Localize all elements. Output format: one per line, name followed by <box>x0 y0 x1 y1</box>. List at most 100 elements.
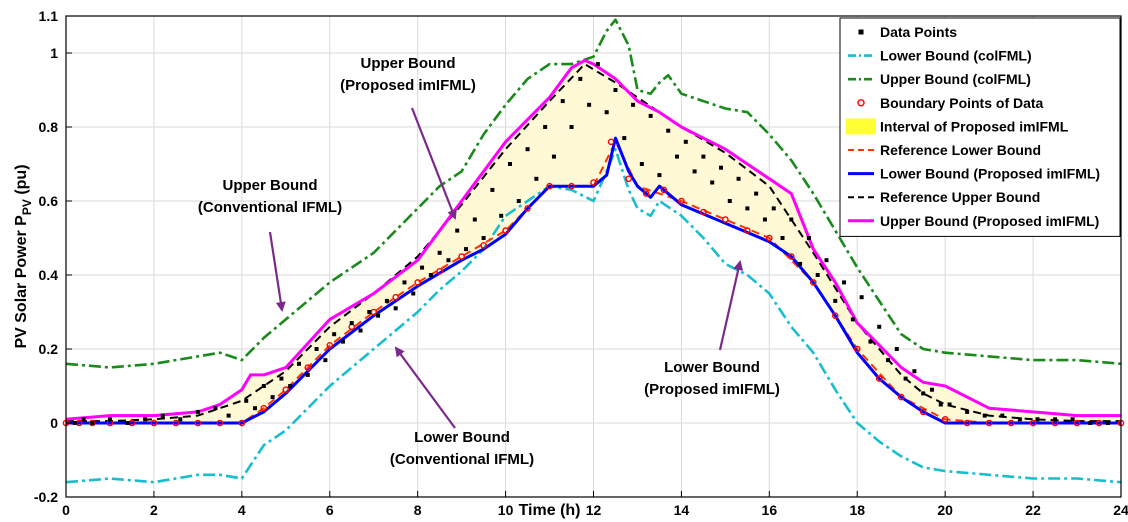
boundary-point <box>985 419 993 427</box>
boundary-point <box>853 345 861 353</box>
boundary-point <box>194 419 202 427</box>
boundary-point <box>625 175 632 183</box>
x-tick-label: 22 <box>1025 502 1041 518</box>
x-ticks: 0 2 4 6 8 10 12 14 16 18 20 22 24 <box>62 491 1128 518</box>
x-tick-label: 18 <box>849 502 865 518</box>
data-point <box>525 147 530 152</box>
data-point <box>464 247 469 252</box>
boundary-point <box>546 182 553 190</box>
data-point <box>1053 417 1058 422</box>
data-point <box>850 317 855 322</box>
boundary-point <box>700 208 707 216</box>
legend-swatch-boundary <box>857 99 865 107</box>
boundary-point <box>260 404 268 412</box>
legend-label-upper_prop: Upper Bound (Proposed imIFML) <box>880 213 1099 229</box>
data-point <box>428 273 433 277</box>
data-point <box>569 125 574 129</box>
data-point <box>982 413 987 418</box>
data-point <box>798 261 803 266</box>
data-point <box>499 213 504 218</box>
y-tick-label: 0 <box>50 415 58 431</box>
annotation-text: Upper Bound <box>361 55 456 72</box>
data-point <box>1070 417 1075 422</box>
interval-fill <box>66 60 1121 424</box>
legend-label-boundary: Boundary Points of Data <box>880 95 1044 111</box>
data-point <box>314 347 319 351</box>
boundary-point <box>809 279 817 286</box>
annotation-text: (Conventional IFML) <box>390 451 534 468</box>
data-point <box>411 291 416 296</box>
legend-label-lower_col: Lower Bound (colFML) <box>880 48 1032 64</box>
series-line-upper_col <box>65 18 1122 369</box>
data-point <box>710 180 715 185</box>
boundary-point <box>304 364 312 371</box>
legend-label-ref_lower: Reference Lower Bound <box>880 142 1041 158</box>
boundary-point <box>766 234 773 242</box>
data-point <box>877 324 882 329</box>
data-point <box>754 191 759 196</box>
data-point <box>244 398 249 403</box>
data-point <box>683 139 688 144</box>
data-point <box>90 421 95 425</box>
data-point <box>543 125 548 129</box>
data-point <box>578 76 583 81</box>
data-point <box>472 217 477 222</box>
boundary-point <box>392 293 399 301</box>
x-axis-label: Time (h) <box>519 502 581 519</box>
boundary-point <box>831 312 839 320</box>
data-point <box>358 328 363 333</box>
data-point <box>666 128 671 133</box>
annotation-text: Lower Bound <box>664 359 760 376</box>
data-point <box>376 313 381 318</box>
legend: Data Points Lower Bound (colFML) Upper Bou… <box>839 17 1121 237</box>
y-tick-label: 1 <box>50 45 58 61</box>
data-point <box>868 339 873 344</box>
boundary-point <box>919 408 927 416</box>
boundary-point <box>480 242 487 249</box>
data-point <box>639 162 644 166</box>
data-point <box>332 332 337 337</box>
data-point <box>1035 417 1040 422</box>
data-point <box>938 402 943 407</box>
annotation-text: Upper Bound <box>223 177 318 194</box>
boundary-point <box>150 419 158 427</box>
series-line-ref_upper <box>66 63 1121 423</box>
y-tick-label: 0.2 <box>39 341 59 357</box>
legend-label-upper_col: Upper Bound (colFML) <box>880 71 1031 87</box>
data-point <box>727 199 732 203</box>
boundary-points <box>62 138 1125 427</box>
data-point <box>1000 413 1005 418</box>
y-tick-label: 0.4 <box>39 267 59 283</box>
x-tick-label: 0 <box>62 502 70 518</box>
boundary-point <box>897 393 905 401</box>
series-line-lower_prop <box>66 136 1121 425</box>
data-point <box>481 236 486 240</box>
data-point <box>675 154 680 159</box>
data-point <box>160 413 165 418</box>
data-point <box>402 280 407 285</box>
y-axis-label: PV Solar Power PPV (pu) <box>13 164 34 348</box>
boundary-point <box>1073 419 1081 427</box>
y-axis-label-subscript: PV <box>20 199 34 215</box>
annotation-arrow <box>268 231 286 312</box>
series-line-upper_prop <box>65 58 1121 421</box>
data-point <box>455 228 460 233</box>
annotation-arrow <box>394 346 456 429</box>
data-point <box>270 395 275 400</box>
data-point <box>903 376 908 381</box>
data-point <box>648 113 653 118</box>
y-axis-label-unit: (pu) <box>13 164 30 199</box>
x-tick-label: 14 <box>674 502 690 518</box>
legend-label-ref_upper: Reference Upper Bound <box>880 189 1040 205</box>
data-point <box>789 217 794 222</box>
legend-label-interval: Interval of Proposed imIFML <box>880 118 1069 134</box>
boundary-point <box>326 341 334 349</box>
data-point <box>894 347 899 351</box>
data-points <box>72 62 1110 425</box>
boundary-point <box>1029 419 1037 427</box>
data-point <box>631 102 636 107</box>
boundary-point <box>524 205 531 212</box>
boundary-point <box>458 253 465 260</box>
data-point <box>921 391 926 396</box>
